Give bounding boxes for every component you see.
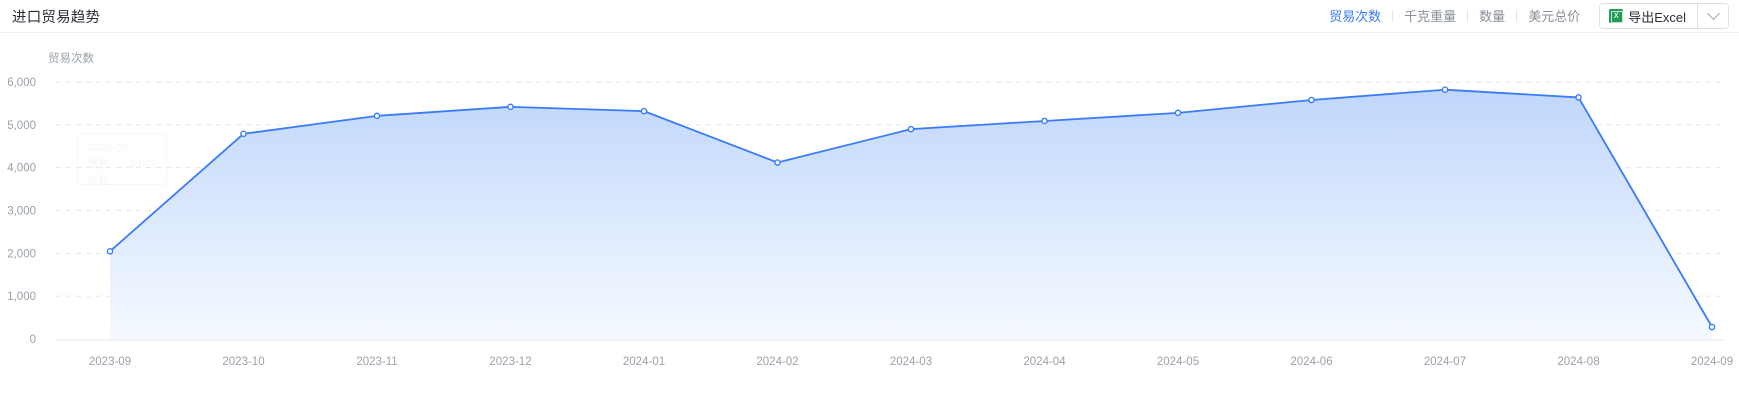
export-dropdown-button[interactable] — [1698, 4, 1728, 28]
svg-text:2023-12: 2023-12 — [489, 356, 531, 368]
tab-divider — [1392, 10, 1394, 22]
tab-kg-weight[interactable]: 千克重量 — [1404, 8, 1457, 24]
svg-text:2,000: 2,000 — [7, 248, 36, 260]
tab-usd-total[interactable]: 美元总价 — [1528, 8, 1581, 24]
tooltip-date: 2023-09 — [87, 142, 128, 154]
svg-text:2024-07: 2024-07 — [1424, 356, 1466, 368]
chart-container: 贸易次数 2023-09 贸易次数 2,047 0 1,000 2,000 3,000… — [0, 33, 1739, 406]
y-axis-title: 贸易次数 — [48, 53, 94, 65]
tab-quantity[interactable]: 数量 — [1479, 8, 1506, 24]
panel-header: 进口贸易趋势 贸易次数 千克重量 数量 美元总价 导出Excel — [0, 0, 1739, 33]
svg-text:2023-11: 2023-11 — [356, 356, 397, 368]
svg-text:2023-10: 2023-10 — [222, 356, 264, 368]
tab-divider — [1467, 10, 1469, 22]
excel-icon — [1609, 8, 1624, 23]
chart-tooltip-faded: 2023-09 贸易次数 2,047 — [77, 133, 167, 187]
svg-text:2024-04: 2024-04 — [1023, 356, 1066, 368]
header-controls: 贸易次数 千克重量 数量 美元总价 导出Excel — [1318, 0, 1729, 33]
export-button-group: 导出Excel — [1599, 3, 1729, 29]
svg-text:2024-01: 2024-01 — [623, 356, 665, 368]
metric-tabs: 贸易次数 千克重量 数量 美元总价 — [1318, 0, 1591, 33]
svg-text:2024-02: 2024-02 — [756, 356, 798, 368]
svg-text:2024-06: 2024-06 — [1290, 356, 1332, 368]
svg-text:0: 0 — [30, 334, 36, 346]
svg-text:3,000: 3,000 — [7, 206, 36, 218]
tab-divider — [1516, 10, 1518, 22]
export-excel-button[interactable]: 导出Excel — [1600, 4, 1697, 28]
svg-text:2023-09: 2023-09 — [89, 356, 131, 368]
chevron-down-icon — [1706, 6, 1720, 20]
tooltip-metric-label: 贸易次数 — [87, 158, 109, 187]
svg-text:2024-05: 2024-05 — [1157, 356, 1199, 368]
svg-text:6,000: 6,000 — [7, 77, 36, 89]
svg-text:5,000: 5,000 — [7, 120, 36, 132]
svg-text:4,000: 4,000 — [7, 163, 36, 175]
svg-text:1,000: 1,000 — [7, 291, 36, 303]
svg-text:2024-03: 2024-03 — [890, 356, 932, 368]
export-excel-label: 导出Excel — [1628, 9, 1686, 25]
page-title: 进口贸易趋势 — [12, 9, 101, 26]
svg-text:2024-08: 2024-08 — [1557, 356, 1599, 368]
svg-text:2024-09: 2024-09 — [1691, 356, 1733, 368]
tooltip-metric-value: 2,047 — [129, 158, 157, 170]
export-divider — [1697, 4, 1698, 28]
tab-trade-count[interactable]: 贸易次数 — [1329, 8, 1382, 24]
